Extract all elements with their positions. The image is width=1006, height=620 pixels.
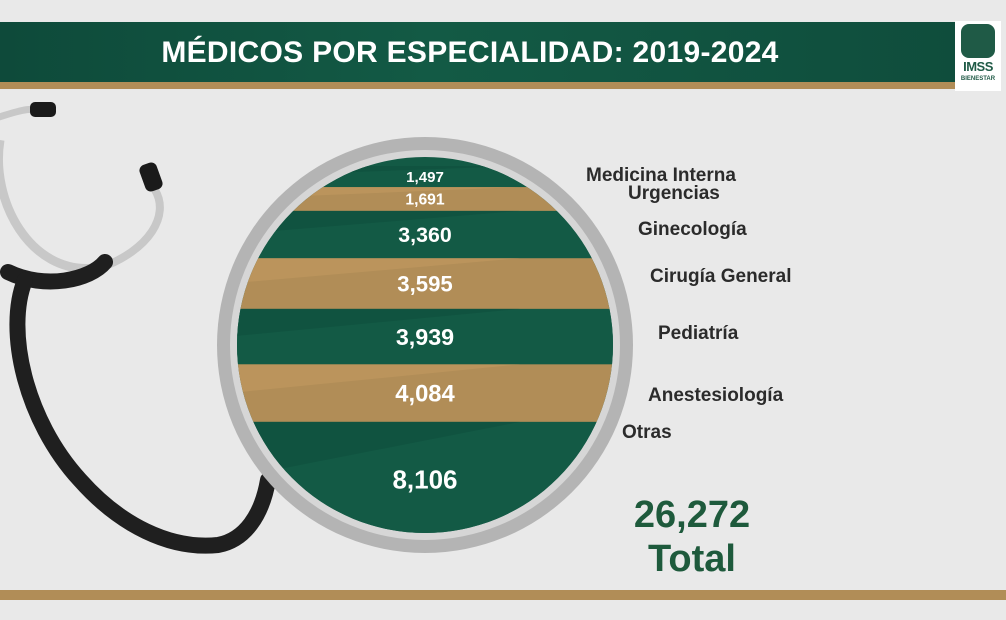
bar-value-label: 4,084 [395, 381, 455, 408]
category-label: Ginecología [638, 218, 747, 240]
category-label: Urgencias [628, 182, 720, 204]
bar-value-label: 3,595 [397, 272, 452, 297]
bottom-gold-stripe [0, 590, 1006, 600]
bar-value-label: 3,939 [396, 324, 454, 350]
page-title: MÉDICOS POR ESPECIALIDAD: 2019-2024 [161, 36, 779, 69]
imss-bienestar-logo: IMSS BIENESTAR [955, 21, 1001, 91]
total-value: 26,272 [633, 494, 751, 536]
bar-value-label: 3,360 [398, 223, 451, 247]
category-label: Anestesiología [648, 385, 784, 407]
stethoscope-icon [0, 102, 276, 554]
bar-value-label: 8,106 [392, 464, 457, 494]
logo-text: IMSS [963, 59, 993, 74]
logo-subtext: BIENESTAR [960, 76, 996, 82]
bar-shade-5 [237, 308, 520, 340]
category-label: Pediatría [658, 322, 739, 344]
category-label: Otras [622, 421, 672, 443]
header-band [0, 22, 956, 82]
header-gold-stripe [0, 82, 956, 89]
imss-eagle-emblem-icon [961, 24, 995, 58]
total-label: Total [648, 538, 736, 580]
bar-shade-6 [237, 364, 520, 396]
bar-value-label: 1,497 [406, 169, 444, 186]
category-label: Cirugía General [650, 265, 792, 287]
category-label: Medicina Interna [586, 164, 736, 186]
bar-value-label: 1,691 [405, 192, 445, 209]
bar-shade-4 [237, 258, 520, 287]
